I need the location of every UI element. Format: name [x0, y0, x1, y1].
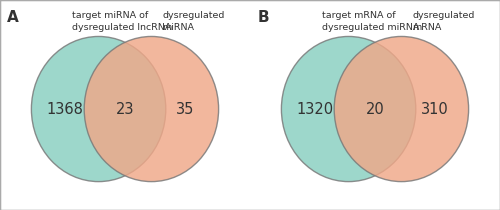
Text: 310: 310	[421, 101, 449, 117]
Text: 35: 35	[176, 101, 194, 117]
Text: dysregulated
mRNA: dysregulated mRNA	[412, 11, 474, 32]
Text: B: B	[258, 10, 269, 25]
Text: 1368: 1368	[46, 101, 84, 117]
Text: 23: 23	[116, 101, 134, 117]
Ellipse shape	[282, 37, 416, 182]
Text: dysregulated
miRNA: dysregulated miRNA	[162, 11, 224, 32]
Ellipse shape	[334, 37, 468, 182]
Text: target mRNA of
dysregulated miRNA: target mRNA of dysregulated miRNA	[322, 11, 420, 32]
Text: 1320: 1320	[296, 101, 334, 117]
Ellipse shape	[84, 37, 218, 182]
Text: target miRNA of
dysregulated lncRNA: target miRNA of dysregulated lncRNA	[72, 11, 172, 32]
Text: A: A	[8, 10, 19, 25]
Text: 20: 20	[366, 101, 384, 117]
Ellipse shape	[32, 37, 166, 182]
